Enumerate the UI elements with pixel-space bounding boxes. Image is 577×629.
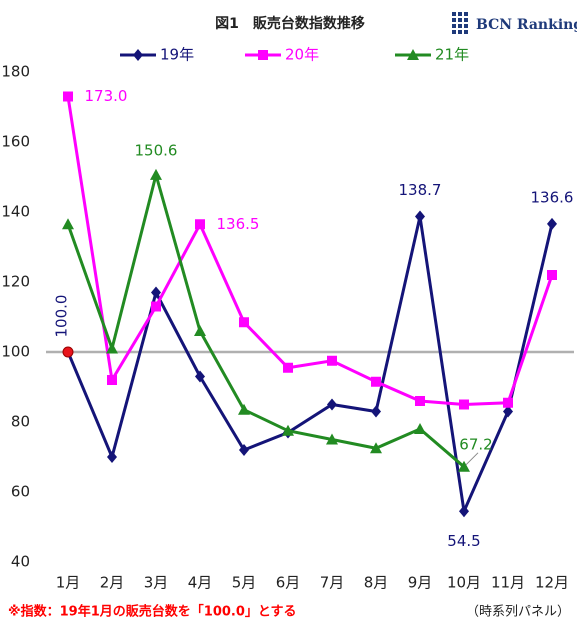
y-tick-label: 160 bbox=[1, 133, 30, 151]
x-tick-label: 5月 bbox=[232, 574, 257, 592]
marker bbox=[258, 50, 268, 60]
value-label: 150.6 bbox=[135, 141, 178, 159]
x-tick-label: 2月 bbox=[100, 574, 125, 592]
value-label: 136.6 bbox=[531, 188, 574, 206]
marker bbox=[63, 91, 73, 102]
leader-line bbox=[465, 452, 479, 466]
marker bbox=[194, 325, 206, 336]
marker bbox=[239, 317, 249, 328]
value-label: 67.2 bbox=[459, 435, 492, 453]
marker bbox=[326, 433, 338, 445]
marker bbox=[195, 219, 205, 230]
marker bbox=[370, 442, 382, 454]
legend-label: 21年 bbox=[435, 46, 469, 64]
marker bbox=[327, 355, 337, 366]
marker bbox=[327, 398, 337, 411]
value-label: 173.0 bbox=[85, 87, 128, 105]
y-tick-label: 140 bbox=[1, 203, 30, 221]
x-tick-label: 12月 bbox=[535, 574, 569, 592]
marker bbox=[414, 423, 426, 434]
marker bbox=[151, 301, 161, 312]
y-tick-label: 60 bbox=[11, 483, 30, 501]
marker bbox=[282, 424, 294, 436]
x-tick-label: 11月 bbox=[491, 574, 525, 592]
marker bbox=[62, 218, 74, 230]
y-tick-label: 40 bbox=[11, 553, 30, 571]
marker bbox=[283, 362, 293, 373]
x-tick-label: 6月 bbox=[276, 574, 301, 592]
legend-label: 19年 bbox=[160, 46, 194, 64]
marker bbox=[107, 375, 117, 385]
chart-title: 図1 販売台数指数推移 bbox=[215, 15, 365, 32]
marker bbox=[547, 270, 557, 280]
marker bbox=[415, 396, 425, 406]
marker bbox=[238, 403, 250, 415]
marker bbox=[459, 399, 469, 410]
footnote: ※指数：19年1月の販売台数を「100.0」とする bbox=[8, 604, 297, 620]
marker bbox=[239, 444, 249, 456]
marker bbox=[371, 405, 381, 418]
marker bbox=[503, 397, 513, 408]
marker bbox=[458, 460, 470, 472]
logo-icon bbox=[452, 12, 468, 34]
value-label: 136.5 bbox=[217, 215, 260, 233]
marker bbox=[415, 210, 425, 223]
marker bbox=[107, 451, 117, 463]
x-tick-label: 1月 bbox=[56, 574, 81, 592]
marker bbox=[195, 370, 205, 383]
marker bbox=[503, 405, 513, 418]
x-tick-label: 4月 bbox=[188, 574, 213, 592]
x-tick-label: 3月 bbox=[144, 574, 169, 592]
x-tick-label: 10月 bbox=[447, 574, 481, 592]
value-label: 138.7 bbox=[399, 181, 442, 199]
marker bbox=[459, 505, 469, 518]
marker bbox=[407, 49, 419, 60]
marker bbox=[106, 342, 118, 354]
value-label: 100.0 bbox=[53, 295, 71, 338]
y-tick-label: 120 bbox=[1, 273, 30, 291]
marker bbox=[151, 286, 161, 299]
x-tick-label: 9月 bbox=[408, 574, 433, 592]
y-tick-label: 180 bbox=[1, 63, 30, 81]
marker bbox=[133, 49, 143, 61]
series-line bbox=[66, 169, 465, 468]
marker bbox=[62, 346, 74, 358]
note: （時系列パネル） bbox=[466, 605, 570, 620]
value-label: 54.5 bbox=[447, 532, 480, 550]
y-tick-label: 80 bbox=[11, 413, 30, 431]
x-tick-label: 8月 bbox=[364, 574, 389, 592]
y-tick-label: 100 bbox=[1, 343, 30, 361]
marker bbox=[371, 376, 381, 387]
marker bbox=[150, 168, 162, 180]
legend-label: 20年 bbox=[285, 46, 319, 64]
marker bbox=[547, 217, 557, 230]
series-line bbox=[66, 96, 554, 407]
x-tick-label: 7月 bbox=[320, 574, 345, 592]
logo: BCN Ranking bbox=[476, 17, 577, 33]
